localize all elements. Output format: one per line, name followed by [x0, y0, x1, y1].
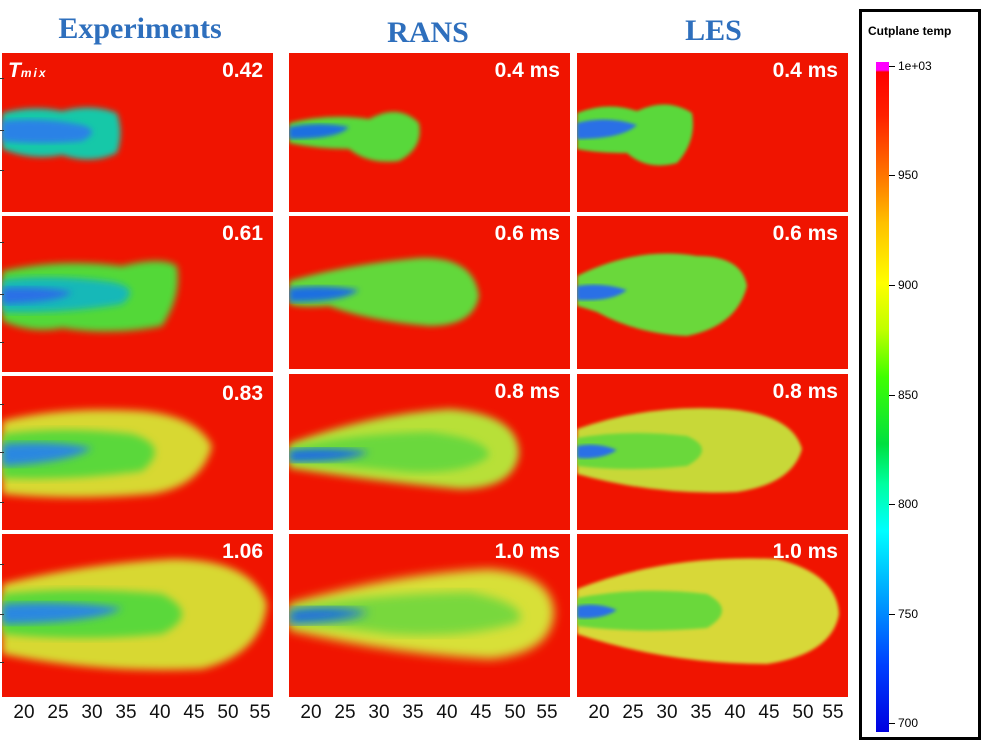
panel-label: 0.4 ms: [494, 59, 560, 82]
panel-les-2: 0.6 ms: [577, 216, 848, 369]
tick-label: 55: [536, 702, 558, 723]
plume-image: [2, 261, 178, 332]
tick-label: 35: [115, 702, 137, 723]
plume-image: [289, 111, 420, 162]
tick-label: 40: [149, 702, 171, 723]
plume-image: [577, 253, 747, 336]
tick-label: 50: [504, 702, 526, 723]
tick-label: 20: [300, 702, 322, 723]
colorbar-legend: Cutplane temp 1e+03 950 900 850 800 750 …: [859, 9, 981, 740]
tick-label: 45: [183, 702, 205, 723]
panel-label: 1.06: [222, 540, 263, 563]
panel-label: 0.6 ms: [772, 222, 838, 245]
panel-experiments-1: Tmix 0.42: [2, 53, 273, 212]
tick-label: 45: [758, 702, 780, 723]
colorbar-label: 1e+03: [898, 59, 932, 73]
tick-label: 55: [822, 702, 844, 723]
panel-label: 1.0 ms: [494, 540, 560, 563]
tick-label: 30: [368, 702, 390, 723]
column-title-rans: RANS: [387, 16, 469, 49]
panel-les-4: 1.0 ms: [577, 534, 848, 697]
column-title-experiments: Experiments: [58, 12, 222, 45]
colorbar: [876, 62, 889, 732]
panel-label: 0.42: [222, 59, 263, 82]
plume-image: [289, 409, 519, 489]
tick-label: 20: [13, 702, 35, 723]
tmix-label: Tmix: [8, 59, 48, 82]
colorbar-label: 950: [898, 168, 919, 182]
panel-experiments-3: 0.83: [2, 376, 273, 530]
panel-experiments-2: 0.61: [2, 216, 273, 372]
tick-label: 45: [470, 702, 492, 723]
tick-label: 40: [724, 702, 746, 723]
panel-rans-2: 0.6 ms: [289, 216, 570, 369]
plume-image: [577, 104, 693, 166]
tick-label: 25: [334, 702, 356, 723]
tick-label: 55: [249, 702, 271, 723]
plume-image: [289, 569, 554, 659]
panel-experiments-4: 1.06: [2, 534, 273, 697]
panel-label: 0.6 ms: [494, 222, 560, 245]
panel-rans-1: 0.4 ms: [289, 53, 570, 212]
column-title-les: LES: [685, 14, 742, 47]
plume-image: [2, 559, 267, 670]
tick-label: 50: [792, 702, 814, 723]
tick-label: 30: [656, 702, 678, 723]
colorbar-label: 850: [898, 388, 919, 402]
plume-image: [2, 107, 121, 160]
colorbar-label: 700: [898, 716, 919, 730]
x-axis-les: 20 25 30 35 40 45 50 55: [577, 698, 848, 738]
plume-image: [289, 257, 479, 326]
tick-label: 25: [47, 702, 69, 723]
tick-label: 30: [81, 702, 103, 723]
left-ticks: [0, 52, 5, 697]
panel-les-3: 0.8 ms: [577, 374, 848, 530]
colorbar-label: 900: [898, 278, 919, 292]
tick-label: 50: [217, 702, 239, 723]
tick-label: 20: [588, 702, 610, 723]
legend-title: Cutplane temp: [868, 24, 952, 38]
panel-les-1: 0.4 ms: [577, 53, 848, 212]
colorbar-label: 800: [898, 497, 919, 511]
x-axis-experiments: 20 25 30 35 40 45 50 55: [2, 698, 273, 738]
tick-label: 25: [622, 702, 644, 723]
panel-rans-4: 1.0 ms: [289, 534, 570, 697]
panel-label: 1.0 ms: [772, 540, 838, 563]
colorbar-label: 750: [898, 607, 919, 621]
panel-label: 0.8 ms: [494, 380, 560, 403]
plume-image: [577, 558, 839, 664]
tick-label: 35: [402, 702, 424, 723]
panel-label: 0.8 ms: [772, 380, 838, 403]
panel-label: 0.61: [222, 222, 263, 245]
tick-label: 35: [690, 702, 712, 723]
panel-rans-3: 0.8 ms: [289, 374, 570, 530]
x-axis-rans: 20 25 30 35 40 45 50 55: [289, 698, 570, 738]
plume-image: [577, 408, 802, 493]
panel-label: 0.4 ms: [772, 59, 838, 82]
plume-image: [2, 409, 212, 498]
panel-label: 0.83: [222, 382, 263, 405]
tick-label: 40: [436, 702, 458, 723]
